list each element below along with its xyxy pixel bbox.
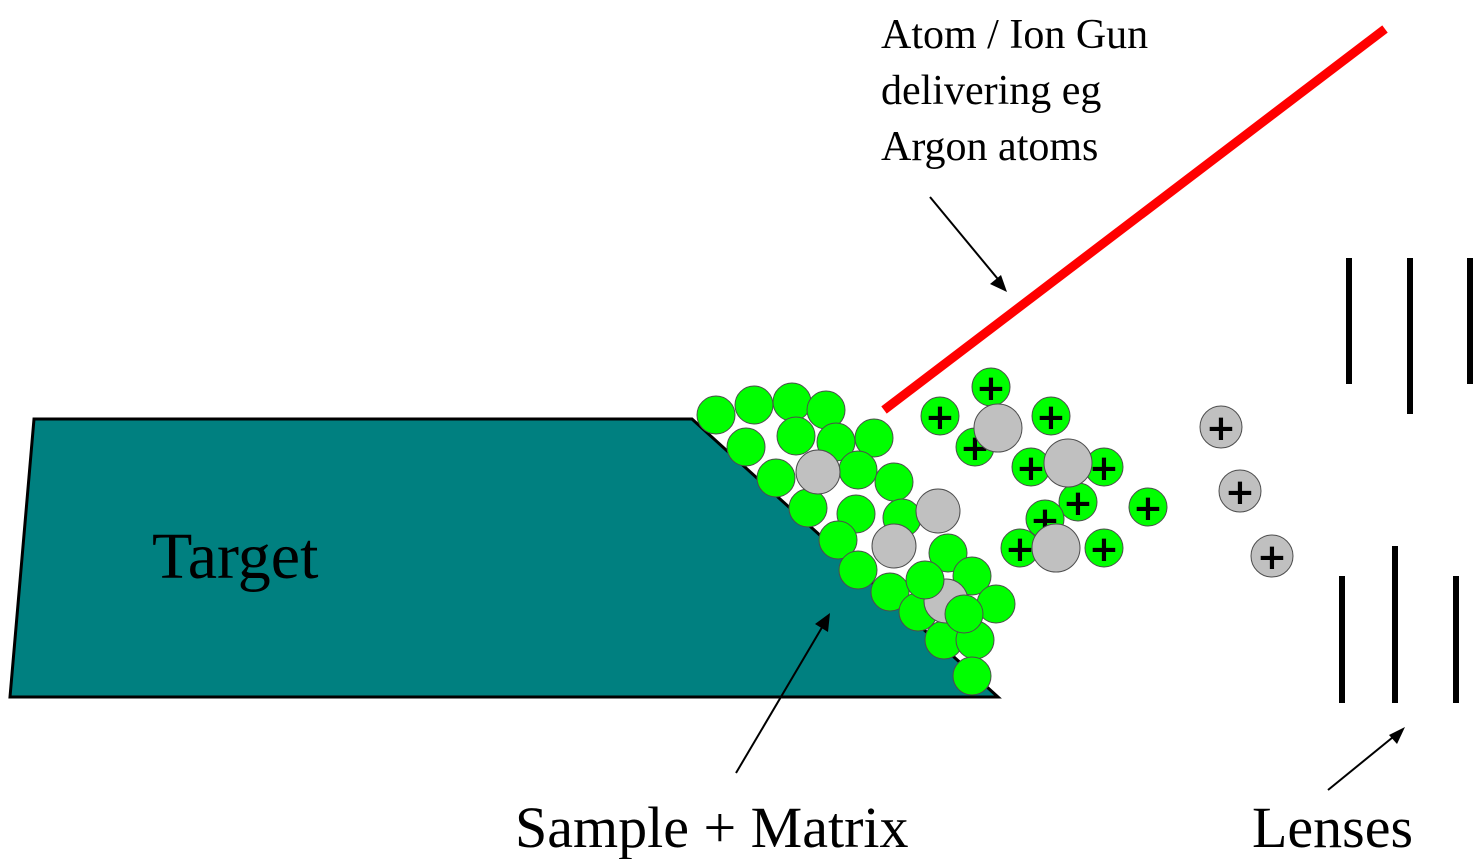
analyte-ion [1199,405,1243,449]
matrix-ion [1128,487,1168,527]
matrix-particle [772,382,812,422]
plus-icon: + [1257,537,1287,578]
matrix-particle [854,418,894,458]
matrix-particle [944,594,984,634]
plus-icon: + [1089,448,1119,489]
ion-beam [881,25,1388,414]
plus-icon: + [976,368,1006,409]
matrix-particle [756,458,796,498]
sample-matrix-particles [696,382,1016,696]
lenses-label: Lenses [1252,795,1413,859]
gun-label-line-3: Argon atoms [881,124,1098,170]
matrix-particle [696,395,736,435]
matrix-particle [838,550,878,590]
analyte-particle [915,488,961,534]
sample-matrix-label: Sample + Matrix [515,795,909,859]
plus-icon: + [925,397,955,438]
matrix-particle [734,385,774,425]
matrix-particle [952,556,992,596]
target-slab [8,417,1002,699]
plus-icon: + [1133,488,1163,529]
arrow-to-beam [929,196,1007,292]
arrow-to-sample [735,613,830,774]
matrix-ion [920,396,960,436]
matrix-particle [776,416,816,456]
gun-label-line-2: delivering eg [881,68,1101,114]
ion-lenses [1339,258,1473,703]
target-label: Target [152,520,318,593]
matrix-particle [874,462,914,502]
matrix-particle [838,450,878,490]
plus-icon: + [1036,397,1066,438]
matrix-particle [788,488,828,528]
gun-label-line-1: Atom / Ion Gun [881,12,1148,58]
plus-icon: + [1063,483,1093,524]
matrix-ion [1031,396,1071,436]
plus-icon: + [1225,472,1255,513]
analyte-neutral [973,403,1023,453]
matrix-particle [726,427,766,467]
arrow-to-lenses [1327,727,1405,791]
analyte-ion [1250,534,1294,578]
ejected-ions: ++ ++ + +++ ++ ++++ [920,367,1294,578]
matrix-particle [952,656,992,696]
plus-icon: + [1206,408,1236,449]
matrix-particle [928,533,968,573]
matrix-particle [905,560,945,600]
matrix-particle [870,572,910,612]
matrix-particle [818,520,858,560]
plus-icon: + [1016,448,1046,489]
analyte-neutral [1031,523,1081,573]
plus-icon: + [1005,529,1035,570]
plus-icon: + [1089,529,1119,570]
matrix-ion [1084,528,1124,568]
analyte-particle [795,449,841,495]
analyte-particle [871,523,917,569]
analyte-neutral [1043,438,1093,488]
analyte-ion [1218,469,1262,513]
